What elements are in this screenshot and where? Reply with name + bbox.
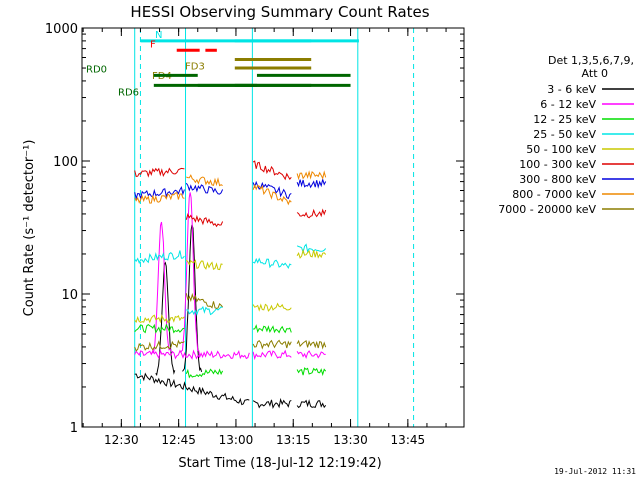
series-segment — [252, 349, 292, 361]
flag-label-fd3: FD3 — [185, 61, 205, 72]
plot-frame — [81, 27, 465, 428]
series-peak — [155, 261, 176, 376]
legend-entry-label: 3 - 6 keV — [547, 83, 596, 96]
series-segment — [252, 160, 292, 181]
legend-entry-label: 12 - 25 keV — [533, 113, 596, 126]
series-segment — [134, 349, 250, 360]
flag-label-rd6: RD6 — [118, 87, 139, 98]
series-segment — [296, 399, 327, 409]
legend: Det 1,3,5,6,7,9, Att 0 3 - 6 keV 6 - 12 k… — [498, 54, 634, 216]
series-segment — [185, 292, 223, 309]
series-800-7000-kev — [134, 170, 327, 206]
chart-title: HESSI Observing Summary Count Rates — [130, 3, 429, 21]
y-tick-label: 100 — [53, 155, 78, 170]
series-50-100-kev — [134, 248, 327, 324]
x-axis-label: Start Time (18-Jul-12 12:19:42) — [178, 456, 381, 471]
series-segment — [252, 397, 292, 409]
series-7000-20000-kev — [134, 292, 327, 352]
legend-header-line2: Att 0 — [582, 67, 608, 80]
flag-label-n: N — [155, 30, 162, 41]
series-segment — [296, 177, 327, 189]
x-tick-label: 13:00 — [219, 433, 254, 447]
legend-entry-label: 50 - 100 keV — [526, 143, 596, 156]
legend-entry-label: 25 - 50 keV — [533, 128, 596, 141]
legend-header-line1: Det 1,3,5,6,7,9, — [548, 54, 634, 67]
series-segment — [296, 367, 327, 377]
series-segment — [185, 259, 223, 271]
x-tick-label: 12:45 — [161, 433, 196, 447]
y-tick-label: 1000 — [45, 22, 78, 37]
series-segment — [134, 339, 185, 352]
y-axis: 1 10 100 1000 — [45, 22, 464, 436]
series-segment — [134, 323, 185, 334]
series-segment — [252, 302, 292, 312]
footer-date: 19-Jul-2012 11:31 — [554, 467, 636, 476]
series-segment — [186, 174, 223, 187]
series-segment — [134, 314, 185, 324]
series-segment — [134, 192, 185, 204]
series-6-12-kev — [134, 192, 326, 361]
legend-entry-label: 300 - 800 keV — [519, 173, 596, 186]
series-100-300-kev — [134, 160, 327, 228]
series-segment — [252, 257, 292, 270]
series-segment — [185, 368, 224, 379]
series-segment — [252, 339, 292, 350]
series-segment — [296, 170, 327, 181]
series-segment — [296, 208, 327, 219]
x-axis: 12:30 12:45 13:00 13:15 13:30 13:45 — [82, 28, 447, 447]
series-segment — [185, 182, 224, 195]
x-tick-label: 13:15 — [276, 433, 311, 447]
series-segment — [134, 372, 250, 406]
y-tick-label: 1 — [70, 421, 78, 436]
plot-area: NFFD3FD4RD0RD6 — [86, 28, 415, 427]
legend-entry-label: 6 - 12 keV — [540, 98, 596, 111]
series-300-800-kev — [134, 177, 327, 201]
series-peak — [151, 221, 172, 354]
series-12-25-kev — [134, 323, 327, 379]
x-tick-label: 13:45 — [391, 433, 426, 447]
series-segment — [296, 248, 327, 259]
series-segment — [134, 167, 185, 178]
series-segment — [252, 180, 292, 200]
series-segment — [296, 339, 327, 350]
legend-entry-label: 7000 - 20000 keV — [498, 203, 596, 216]
series-segment — [185, 212, 224, 228]
legend-entry-label: 100 - 300 keV — [519, 158, 596, 171]
series-segment — [252, 183, 292, 206]
y-axis-label: Count Rate (s⁻¹ detector⁻¹) — [22, 140, 37, 317]
x-tick-label: 12:30 — [104, 433, 139, 447]
series-segment — [296, 350, 326, 360]
legend-entry-label: 800 - 7000 keV — [512, 188, 596, 201]
y-tick-label: 10 — [61, 288, 78, 303]
x-tick-label: 13:30 — [333, 433, 368, 447]
flag-label-f: F — [150, 39, 156, 50]
flag-label-rd0: RD0 — [86, 64, 107, 75]
series-segment — [134, 185, 185, 201]
series-peak — [180, 192, 201, 357]
series-segment — [296, 243, 327, 254]
series-segment — [134, 250, 185, 265]
series-segment — [253, 324, 292, 334]
